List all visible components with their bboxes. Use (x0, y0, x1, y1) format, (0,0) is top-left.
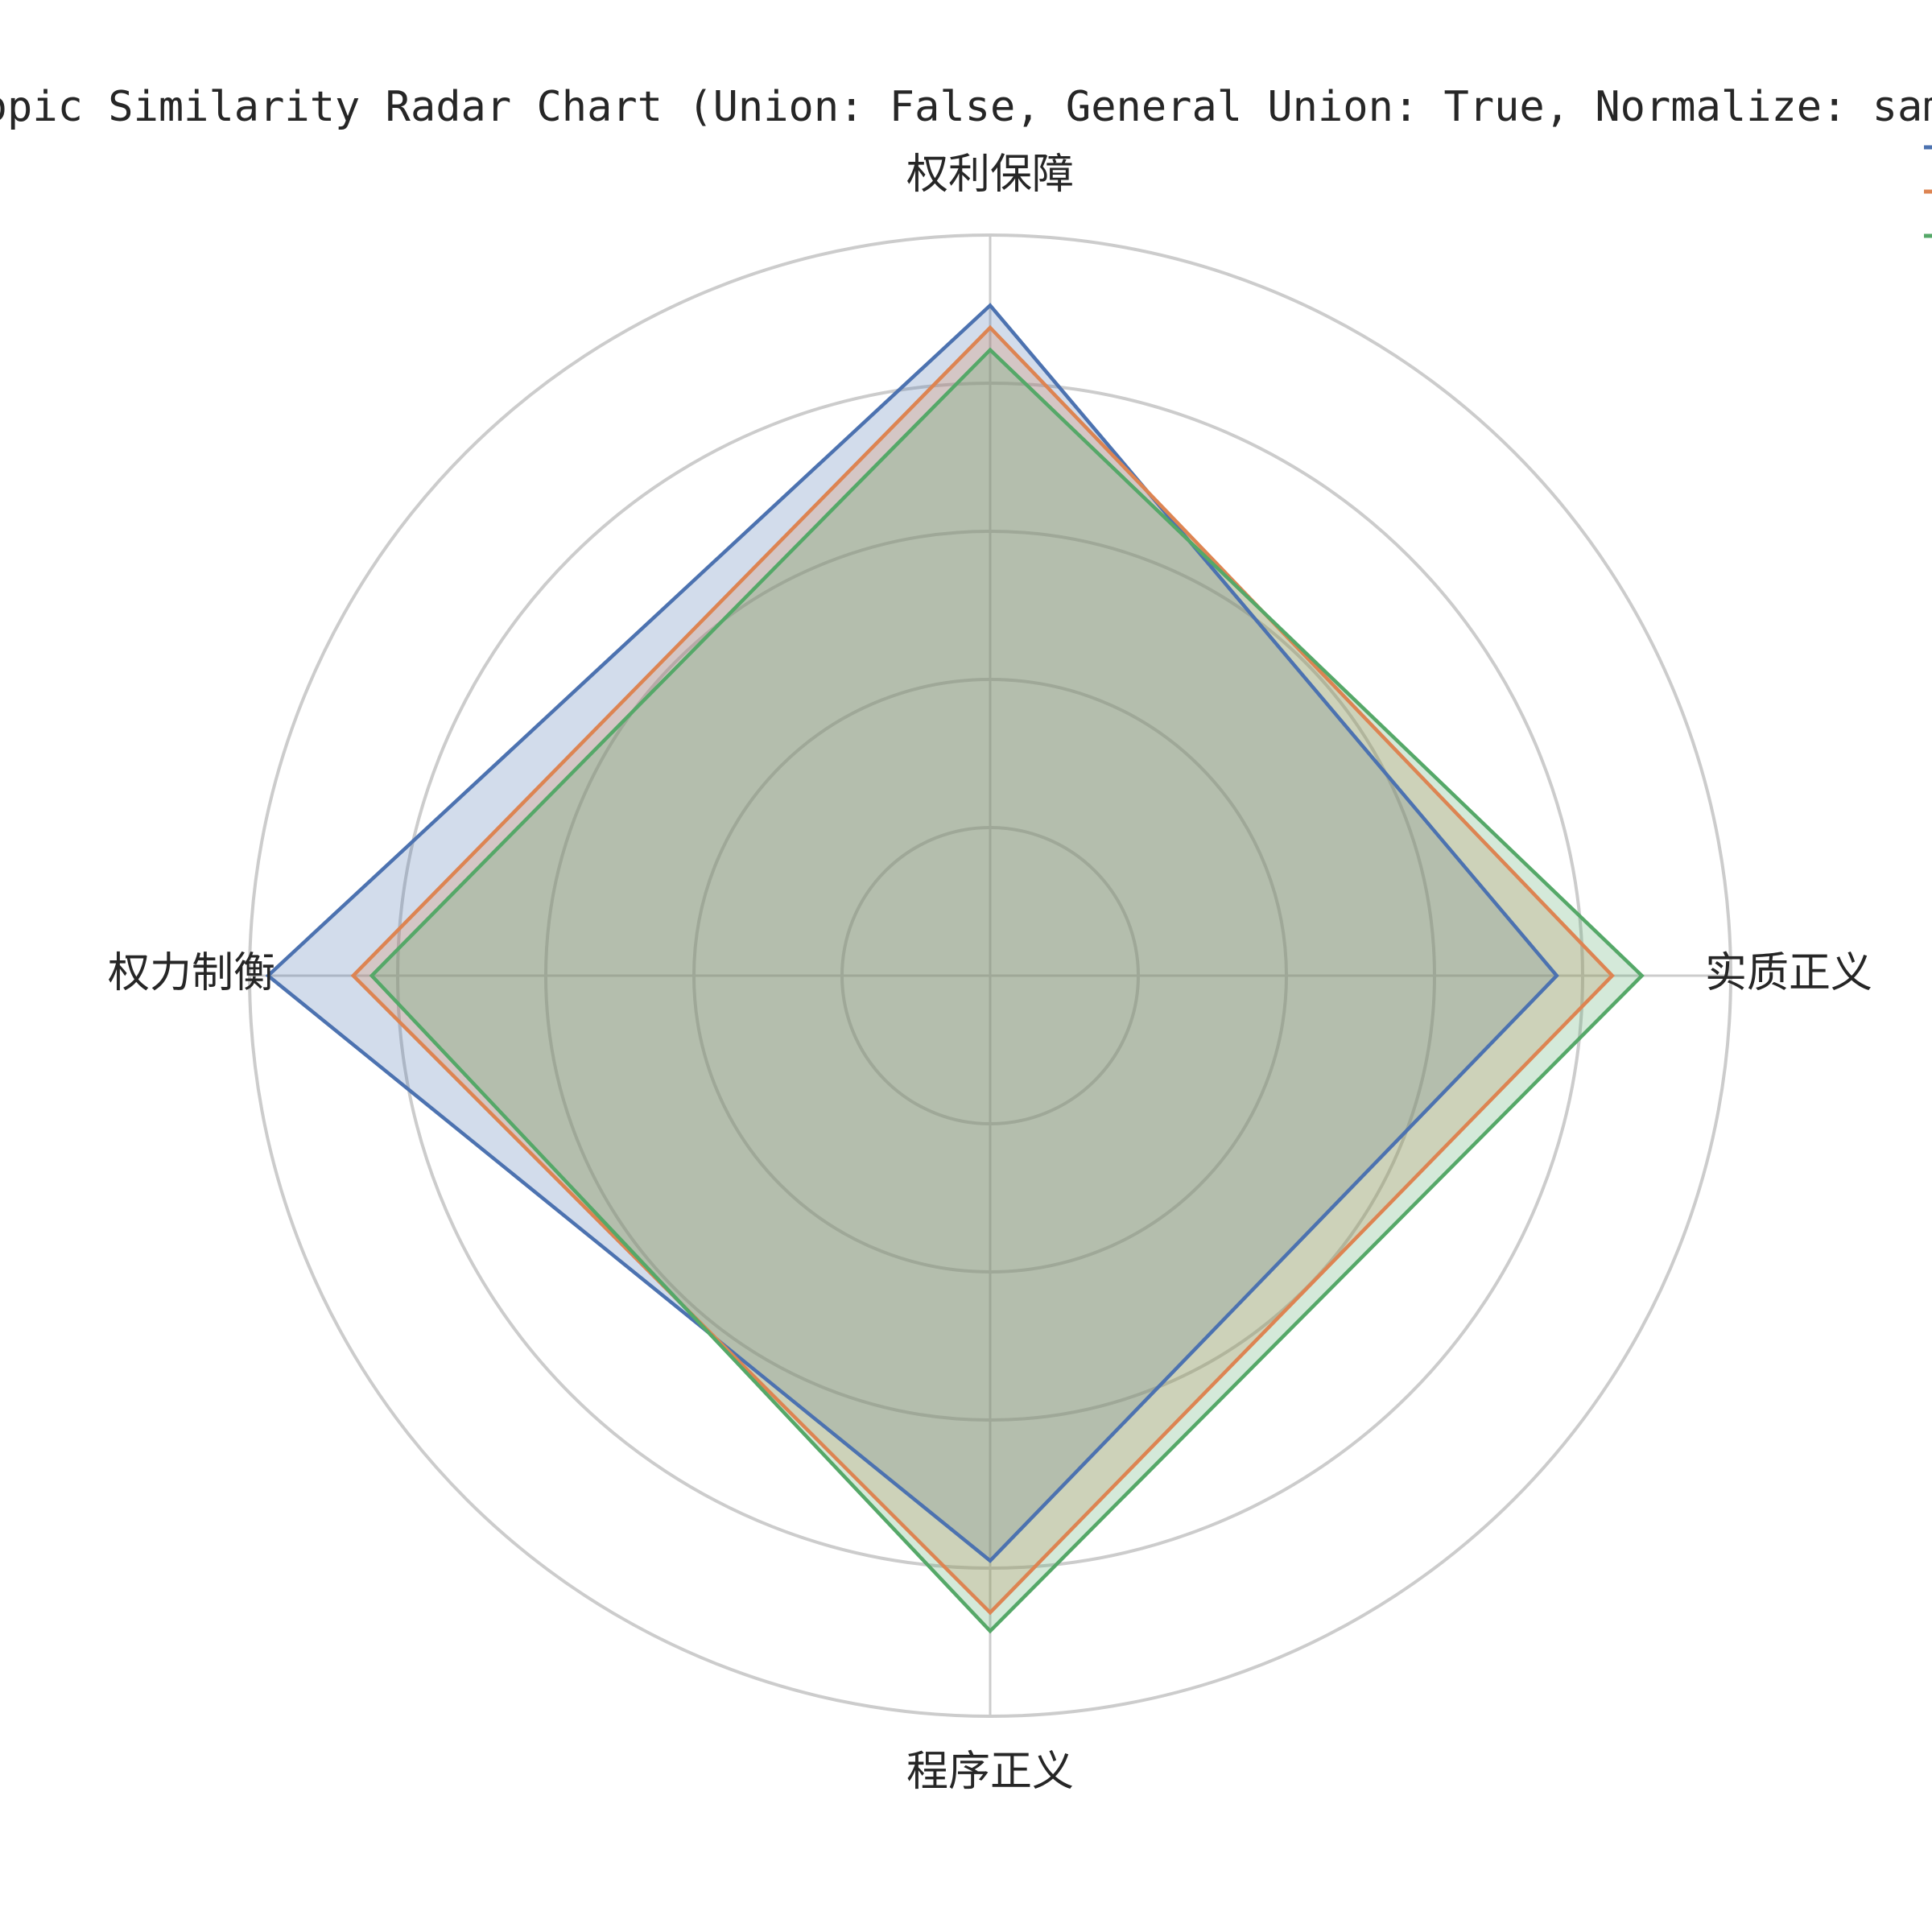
axis-label-1: 实质正义 (1705, 949, 1872, 997)
axis-label-3: 权力制衡 (108, 949, 275, 997)
series-0-area (268, 305, 1557, 1561)
series-0-line (265, 303, 1559, 1563)
grid-layer (248, 233, 1732, 1718)
chart-title: Topic Similarity Radar Chart (Union: Fal… (0, 83, 1932, 131)
legend (1924, 145, 1932, 238)
series-2-line (369, 347, 1645, 1634)
axis-label-0: 权利保障 (906, 151, 1074, 199)
axis-label-2: 程序正义 (906, 1748, 1074, 1796)
series-2-area (371, 349, 1642, 1632)
axis-labels: 权利保障 实质正义 程序正义 权力制衡 (108, 151, 1872, 1796)
series-1-line (350, 324, 1615, 1616)
series-layer (265, 303, 1645, 1634)
